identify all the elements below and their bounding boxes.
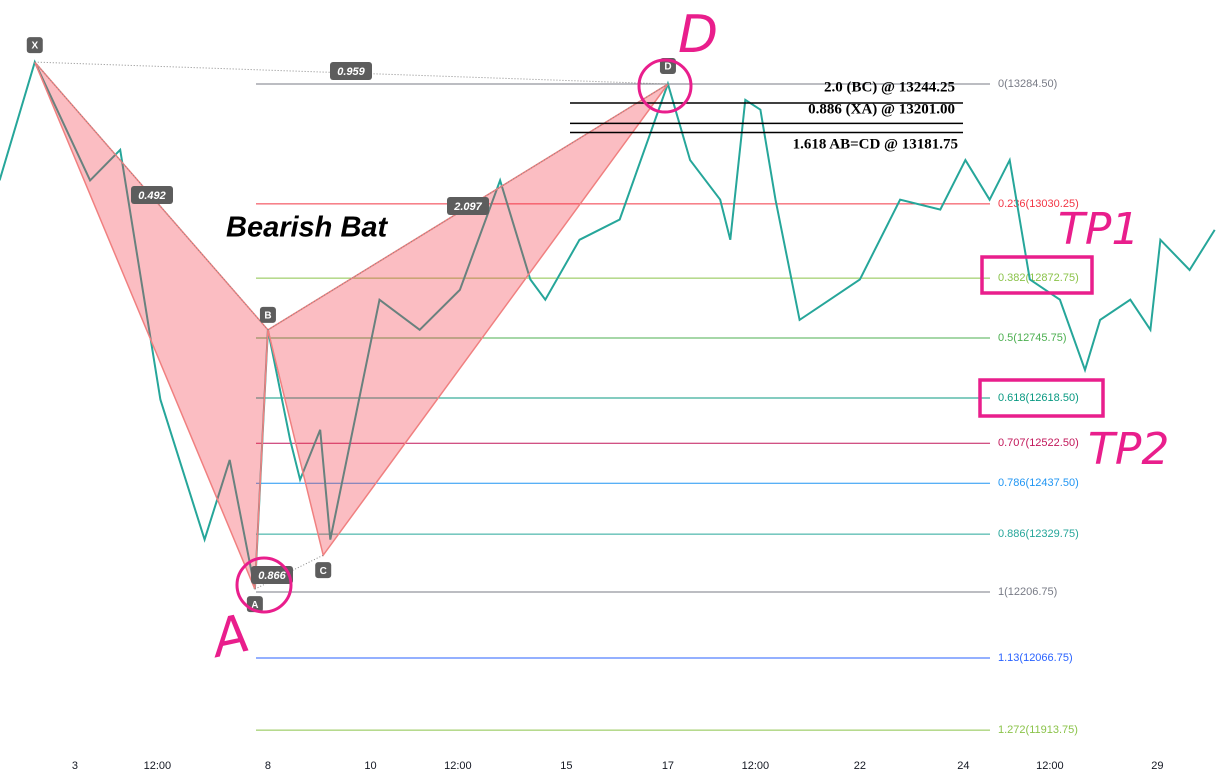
hand-box [980,255,1094,295]
x-tick-label: 29 [1151,760,1163,772]
hand-box [978,378,1105,418]
harmonic-label: 1.618 AB=CD @ 13181.75 [793,136,958,152]
ratio-label: 0.959 [337,66,365,78]
point-badge [315,562,332,579]
ratio-label: 2.097 [453,201,482,213]
ratio-badge [251,566,293,584]
ratio-badge [447,197,489,215]
pattern-leg [34,61,269,590]
fib-label: 0(13284.50) [998,78,1057,90]
pattern-title: Bearish Bat [226,212,389,244]
ratio-label: 0.866 [258,570,286,582]
label-layer: 2.0 (BC) @ 13244.25 0.886 (XA) @ 13201.00… [26,37,963,613]
x-tick-label: 12:00 [144,760,172,772]
x-tick-label: 22 [854,760,866,772]
harmonic-label: 2.0 (BC) @ 13244.25 [824,79,955,95]
fib-label: 0.886(12329.75) [998,528,1079,540]
hand-label: A [205,604,255,671]
point-label: X [31,41,38,52]
x-tick-label: 24 [957,760,969,772]
pattern-leg [267,83,669,557]
fib-label: 1.272(11913.75) [998,724,1078,736]
x-tick-label: 3 [72,760,78,772]
x-tick-label: 17 [662,760,674,772]
fib-label: 0.382(12872.75) [998,272,1079,284]
fib-label: 1(12206.75) [998,586,1057,598]
x-tick-label: 12:00 [444,760,472,772]
hand-circle [637,58,693,114]
ratio-label: 0.492 [138,190,166,202]
harmonic-label: 0.886 (XA) @ 13201.00 [808,101,955,117]
hand-label: TP2 [1088,424,1169,475]
ratio-badge [131,186,173,204]
fib-layer: 0(13284.50)0.236(13030.25)0.382(12872.75… [72,78,1164,772]
hand-label: D [678,5,718,65]
x-tick-label: 12:00 [742,760,770,772]
point-label: A [251,600,258,611]
pattern-layer [34,61,669,590]
fib-label: 0.618(12618.50) [998,392,1079,404]
x-tick-label: 10 [364,760,376,772]
fib-label: 1.13(12066.75) [998,652,1073,664]
point-label: B [264,310,271,321]
point-label: C [320,566,327,577]
fib-label: 0.5(12745.75) [998,332,1067,344]
x-tick-label: 12:00 [1036,760,1064,772]
ratio-badge [330,62,372,80]
point-badge [26,37,43,54]
x-tick-label: 8 [265,760,271,772]
fib-label: 0.786(12437.50) [998,477,1079,489]
x-tick-label: 15 [560,760,572,772]
point-label: D [664,62,671,73]
pattern-dotted [34,61,668,85]
hand-circle [235,556,293,614]
point-badge [259,306,276,323]
hand-label: TP1 [1058,204,1139,255]
fib-label: 0.707(12522.50) [998,437,1079,449]
